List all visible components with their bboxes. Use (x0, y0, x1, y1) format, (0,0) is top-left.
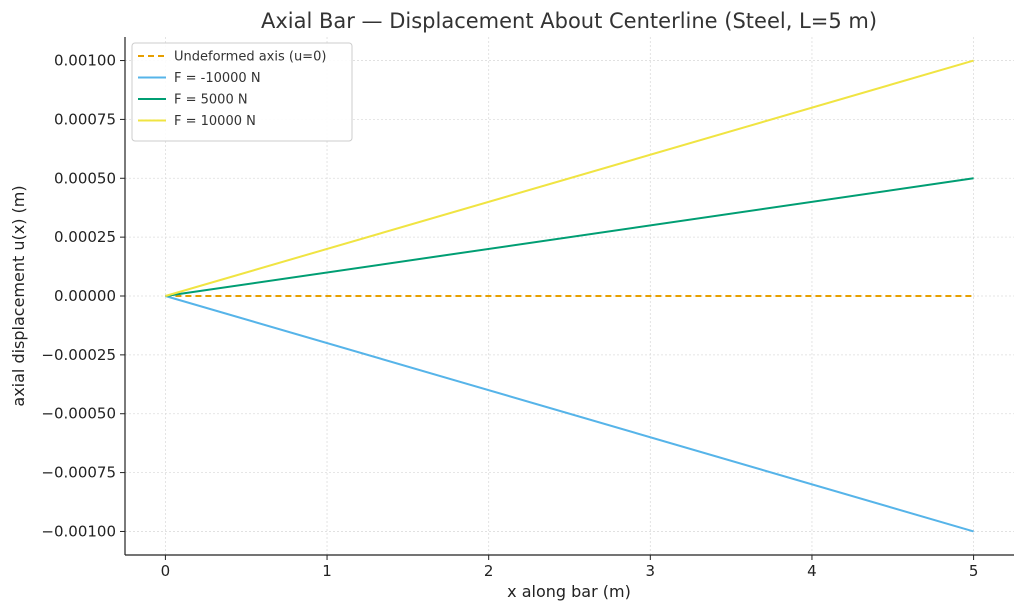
y-tick-label-1: 0.00075 (54, 110, 116, 128)
y-tick-label-6: −0.00050 (41, 405, 116, 423)
series-lines (165, 59, 974, 533)
x-tick-label-3: 3 (646, 562, 656, 580)
y-tick-label-3: 0.00025 (54, 228, 116, 246)
y-tick-label-4: 0.00000 (54, 287, 116, 305)
x-tick-label-5: 5 (969, 562, 979, 580)
y-tick-label-8: −0.00100 (41, 522, 116, 540)
series-line-2 (165, 177, 974, 297)
x-tick-label-1: 1 (322, 562, 332, 580)
legend-label-3: F = 10000 N (174, 114, 256, 129)
y-axis-label: axial displacement u(x) (m) (9, 185, 28, 406)
x-axis-label: x along bar (m) (507, 582, 631, 601)
x-ticks: 0 1 2 3 4 5 (161, 555, 979, 580)
x-tick-label-4: 4 (807, 562, 817, 580)
legend-label-0: Undeformed axis (u=0) (174, 50, 326, 65)
x-tick-label-0: 0 (161, 562, 171, 580)
series-line-3 (165, 59, 974, 297)
y-tick-label-7: −0.00075 (41, 464, 116, 482)
legend-label-1: F = -10000 N (174, 71, 261, 86)
y-ticks: 0.00100 0.00075 0.00050 0.00025 0.00000 −0.00… (41, 52, 125, 540)
legend-box (131, 42, 353, 142)
legend: Undeformed axis (u=0) F = -10000 N F = 500… (131, 42, 353, 142)
series-line-1 (165, 295, 974, 533)
y-tick-label-0: 0.00100 (54, 52, 116, 70)
chart-title: Axial Bar — Displacement About Centerlin… (261, 9, 877, 33)
x-tick-label-2: 2 (484, 562, 494, 580)
y-tick-label-5: −0.00025 (41, 346, 116, 364)
y-tick-label-2: 0.00050 (54, 169, 116, 187)
legend-label-2: F = 5000 N (174, 93, 248, 108)
